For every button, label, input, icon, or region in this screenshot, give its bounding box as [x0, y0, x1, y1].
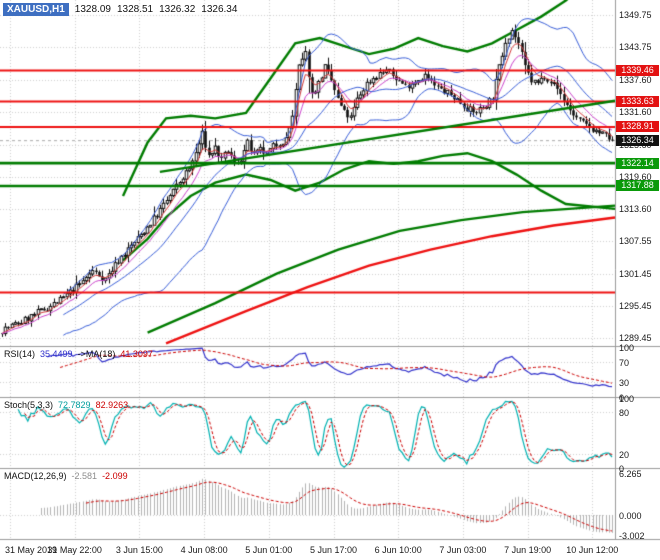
- time-axis-label: 31 May 2019: [4, 545, 58, 555]
- stoch-axis-label: 80: [619, 408, 630, 418]
- stoch-d-value: 82.9263: [95, 400, 129, 410]
- stoch-k-value: 72.7829: [58, 400, 91, 410]
- time-axis-label: 4 Jun 08:00: [180, 545, 228, 555]
- rsi-ma-name: ->MA(18): [77, 349, 116, 359]
- time-axis-label: 7 Jun 19:00: [504, 545, 552, 555]
- time-axis-label: 5 Jun 17:00: [309, 545, 358, 555]
- close-value: 1326.34: [201, 4, 238, 15]
- price-axis-label: 1301.45: [619, 268, 652, 279]
- price-axis-label: 1343.75: [619, 42, 652, 53]
- open-value: 1328.09: [74, 4, 111, 15]
- support-level-badge: 1317.88: [616, 180, 659, 192]
- rsi-axis-label: 100: [619, 343, 635, 353]
- low-value: 1326.32: [159, 4, 196, 15]
- rsi-value: 35.4499: [40, 349, 73, 359]
- rsi-axis-label: 0: [619, 393, 625, 403]
- price-axis-label: 1307.55: [619, 236, 652, 247]
- price-axis-label: 1337.60: [619, 75, 652, 86]
- time-axis-label: 7 Jun 03:00: [439, 545, 487, 555]
- macd-axis-label: -3.002: [619, 531, 645, 541]
- price-axis-label: 1319.60: [619, 171, 652, 182]
- macd-signal-value: -2.099: [102, 471, 128, 481]
- stoch-name: Stoch(5,3,3): [4, 400, 54, 410]
- macd-name: MACD(12,26,9): [4, 471, 67, 481]
- resistance-level-badge: 1328.91: [616, 121, 659, 133]
- support-level-badge: 1322.14: [616, 157, 659, 169]
- rsi-name: RSI(14): [4, 349, 36, 359]
- high-value: 1328.51: [116, 4, 154, 15]
- macd-axis-label: 0.000: [619, 511, 642, 521]
- rsi-axis-label: 70: [619, 358, 630, 368]
- stoch-axis-label: 20: [619, 450, 630, 460]
- resistance-level-badge: 1333.63: [616, 96, 659, 108]
- time-axis-label: 31 May 22:00: [47, 545, 102, 555]
- time-axis-label: 6 Jun 10:00: [374, 545, 422, 555]
- stoch-axis-label: 100: [619, 394, 635, 404]
- macd-axis-label: 6.265: [619, 469, 642, 480]
- rsi-axis-label: 30: [619, 378, 630, 388]
- rsi-indicator-label: RSI(14) 35.4499 ->MA(18) 41.3097: [4, 349, 158, 359]
- stoch-axis-label: 0: [619, 464, 625, 474]
- price-axis-label: 1331.60: [619, 107, 652, 118]
- macd-value: -2.581: [71, 471, 98, 481]
- rsi-ma-value: 41.3097: [120, 349, 153, 359]
- time-axis-label: 3 Jun 15:00: [115, 545, 163, 555]
- macd-indicator-label: MACD(12,26,9) -2.581 -2.099: [4, 471, 133, 481]
- symbol-timeframe-label: XAUUSD,H1: [3, 3, 69, 16]
- chart-header: XAUUSD,H1 1328.09 1328.51 1326.32 1326.3…: [3, 3, 237, 16]
- price-axis-label: 1295.45: [619, 301, 652, 312]
- price-axis-label: 1289.45: [619, 333, 652, 344]
- price-axis-label: 1313.60: [619, 203, 652, 214]
- resistance-level-badge: 1339.46: [616, 64, 659, 76]
- price-axis-label: 1349.75: [619, 10, 652, 21]
- time-axis-label: 5 Jun 01:00: [245, 545, 293, 555]
- time-axis-label: 10 Jun 12:00: [566, 545, 619, 555]
- stochastic-indicator-label: Stoch(5,3,3) 72.7829 82.9263: [4, 400, 133, 410]
- current-price-badge: 1326.34: [616, 135, 659, 147]
